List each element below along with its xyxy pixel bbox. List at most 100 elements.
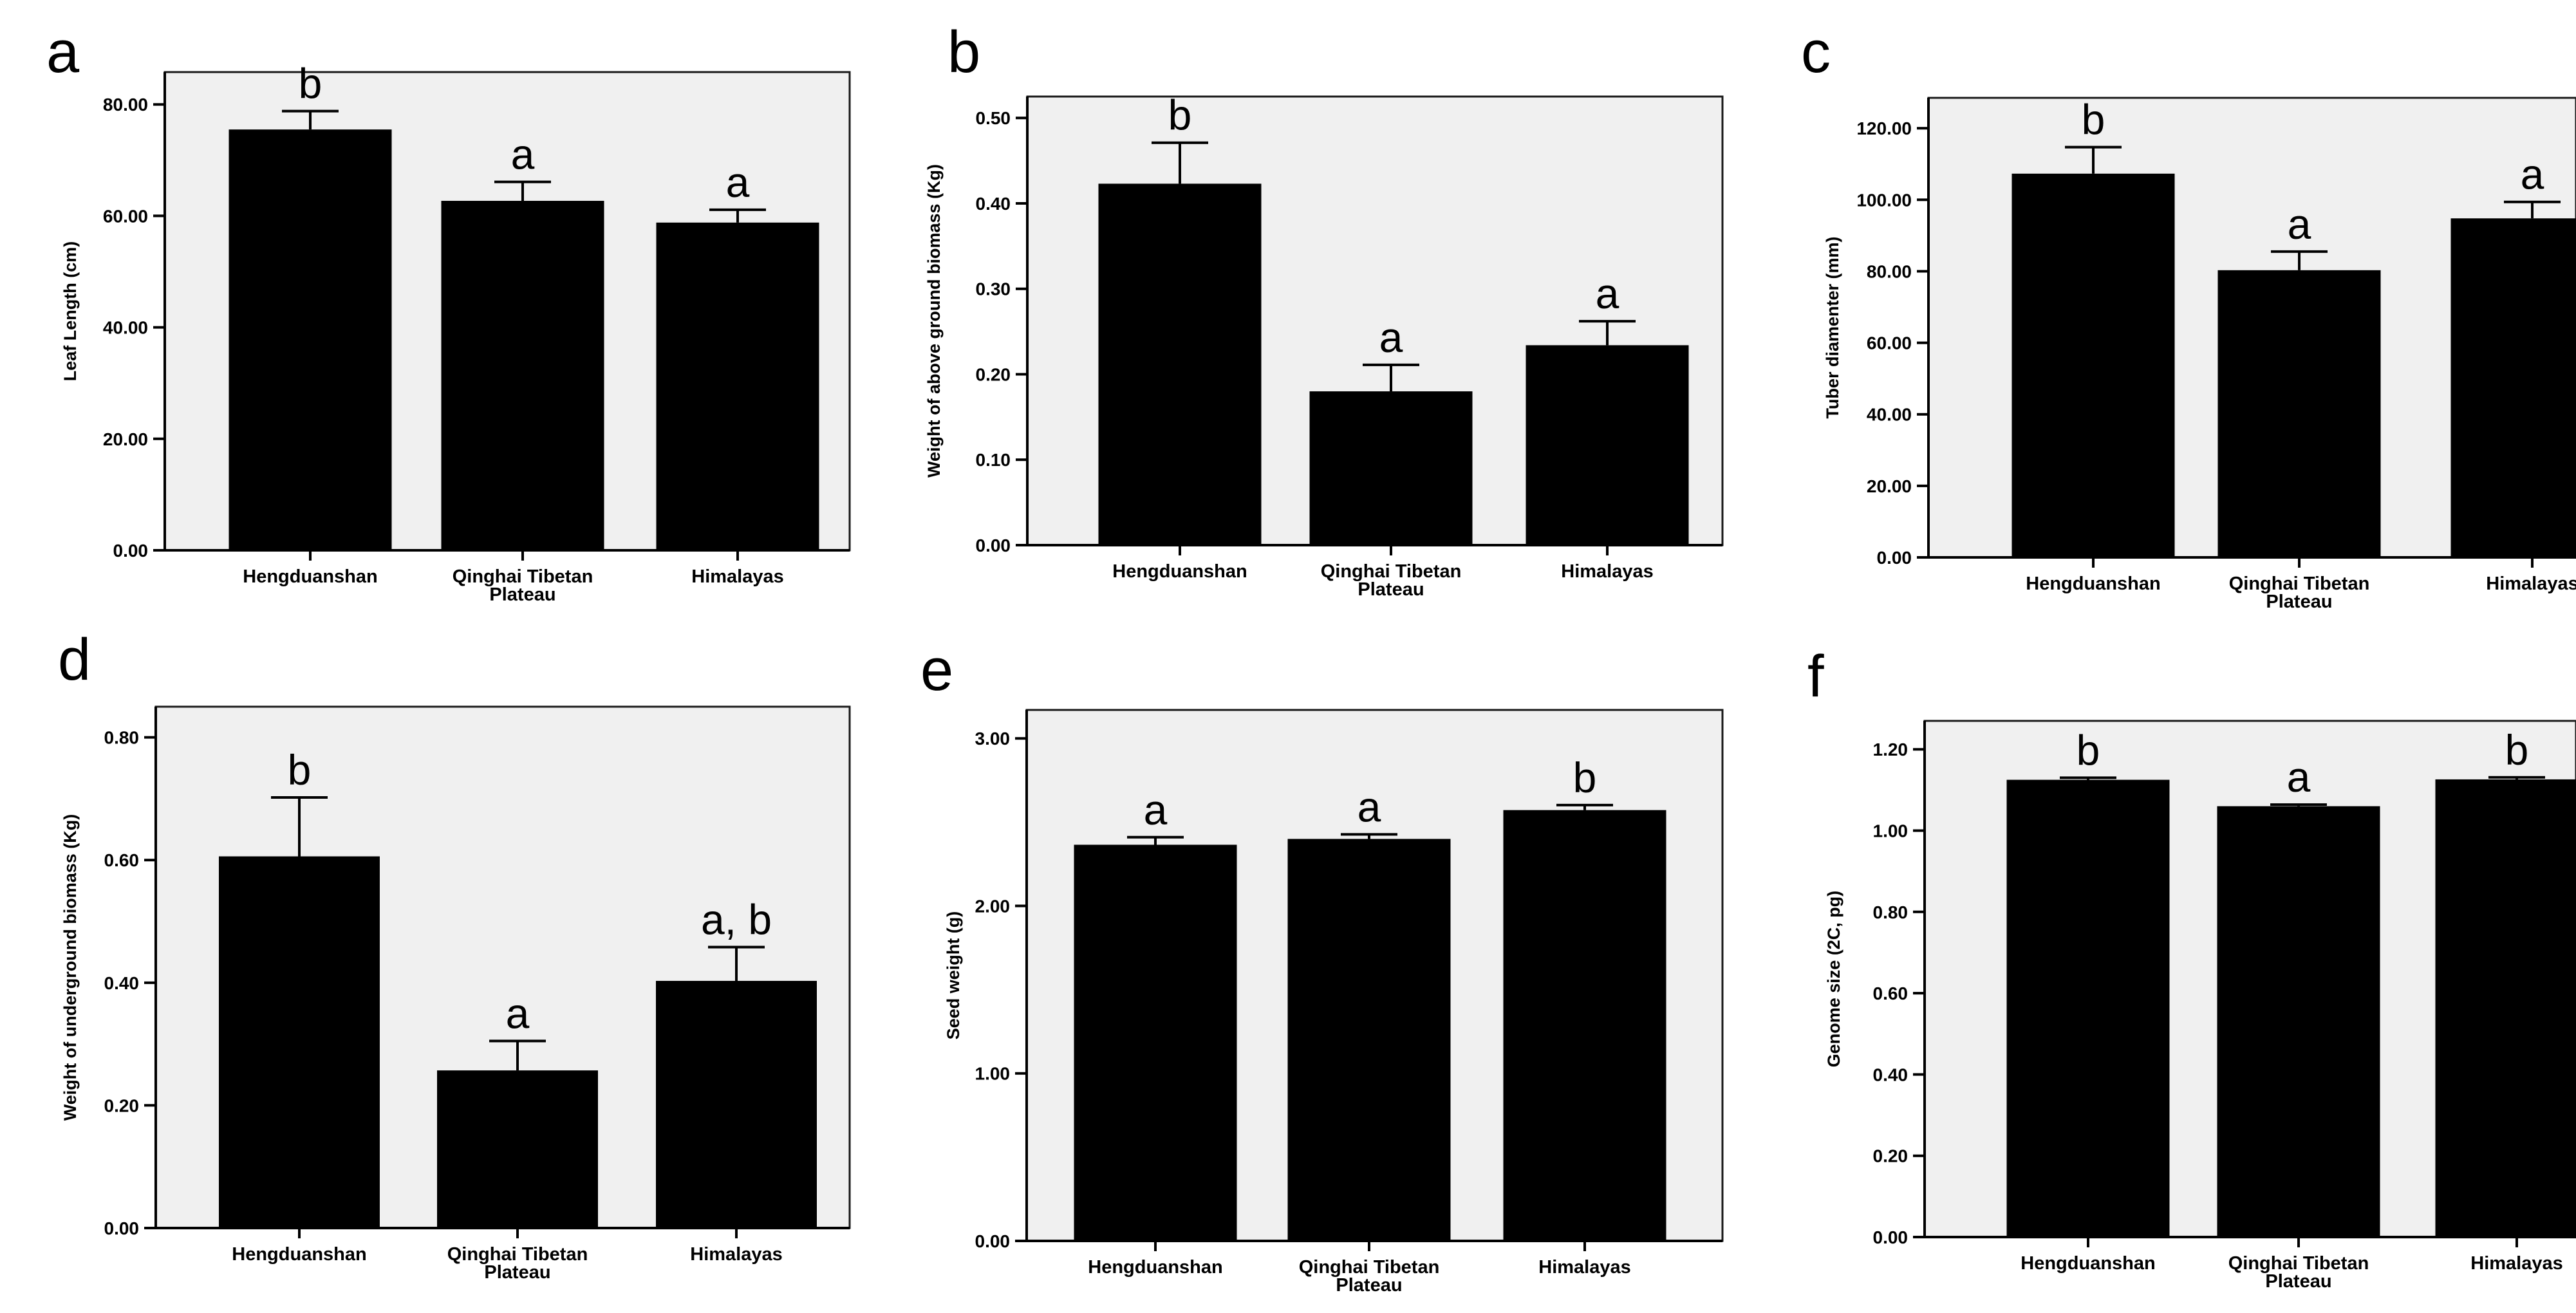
category-label: Hengduanshan xyxy=(232,1244,366,1265)
significance-label: a xyxy=(2521,151,2544,198)
y-tick-label: 40.00 xyxy=(1867,405,1912,425)
significance-label: a xyxy=(2288,200,2311,248)
category-label: Himalayas xyxy=(691,566,784,587)
y-tick-label: 100.00 xyxy=(1856,190,1912,210)
panel-b: b 0.00 0.10 0.20 0.30 0.40 0.50 Weight of above… xyxy=(924,19,1724,600)
y-tick-label: 1.00 xyxy=(1873,821,1909,841)
y-tick-label: 0.80 xyxy=(104,728,140,748)
y-tick-label: 0.00 xyxy=(104,1218,140,1238)
y-tick-label: 40.00 xyxy=(103,318,148,338)
panel-letter: e xyxy=(920,637,953,703)
y-tick-label: 0.20 xyxy=(1873,1146,1909,1166)
panel-letter: d xyxy=(58,627,91,693)
y-tick-label: 0.60 xyxy=(1873,983,1909,1003)
significance-label: b xyxy=(1168,91,1192,139)
panel-f: f 0.00 0.20 0.40 0.60 0.80 1.00 1.20 Genome size… xyxy=(1807,644,2576,1292)
y-tick-label: 0.40 xyxy=(1873,1065,1909,1085)
y-tick-label: 0.00 xyxy=(1873,1227,1909,1247)
panel-letter: f xyxy=(1807,644,1824,709)
significance-label: a xyxy=(1144,786,1168,833)
y-tick-label: 0.50 xyxy=(976,108,1011,128)
category-label: Hengduanshan xyxy=(2026,573,2160,594)
significance-label: b xyxy=(288,746,312,794)
y-axis-label: Weight of above ground biomass (Kg) xyxy=(924,164,944,478)
panel-letter: b xyxy=(947,19,980,85)
category-label: Himalayas xyxy=(690,1244,783,1265)
y-tick-label: 0.00 xyxy=(113,541,149,561)
bar xyxy=(1098,183,1262,546)
category-label: Plateau xyxy=(2265,1271,2331,1292)
category-label: Qinghai Tibetan xyxy=(447,1244,588,1265)
category-label: Plateau xyxy=(489,584,555,605)
significance-label: b xyxy=(2505,726,2529,774)
y-tick-label: 0.20 xyxy=(976,364,1011,384)
y-tick-label: 0.10 xyxy=(976,450,1011,470)
panel-letter: a xyxy=(46,19,80,85)
bar xyxy=(656,222,819,550)
significance-label: b xyxy=(1573,754,1597,801)
y-tick-label: 0.60 xyxy=(104,850,140,870)
category-label: Plateau xyxy=(1358,579,1424,600)
bar xyxy=(2011,173,2175,557)
y-tick-label: 120.00 xyxy=(1856,118,1912,138)
bar xyxy=(1309,391,1473,545)
bar xyxy=(1287,839,1451,1241)
category-label: Hengduanshan xyxy=(243,566,377,587)
category-label: Qinghai Tibetan xyxy=(1321,561,1462,582)
y-tick-label: 80.00 xyxy=(1867,261,1912,281)
category-label: Qinghai Tibetan xyxy=(453,566,593,587)
significance-label: a xyxy=(1379,313,1403,361)
y-tick-label: 0.80 xyxy=(1873,902,1909,922)
y-axis-label: Seed weight (g) xyxy=(944,911,963,1040)
y-tick-label: 0.00 xyxy=(975,1231,1011,1251)
y-axis-label: Weight of underground biomass (Kg) xyxy=(61,814,80,1121)
category-label: Himalayas xyxy=(2470,1253,2563,1274)
y-tick-label: 20.00 xyxy=(1867,476,1912,496)
category-label: Hengduanshan xyxy=(2021,1253,2155,1274)
bar xyxy=(437,1070,598,1228)
significance-label: a, b xyxy=(701,896,772,944)
bar xyxy=(2217,270,2381,557)
y-tick-label: 2.00 xyxy=(975,896,1011,916)
significance-label: b xyxy=(2082,96,2105,144)
significance-label: b xyxy=(299,60,322,107)
y-tick-label: 0.40 xyxy=(104,973,140,993)
category-label: Hengduanshan xyxy=(1088,1257,1222,1278)
significance-label: a xyxy=(506,989,530,1037)
significance-label: a xyxy=(511,131,535,178)
category-label: Hengduanshan xyxy=(1112,561,1247,582)
panel-d: d 0.00 0.20 0.40 0.60 0.80 Weight of undergrou… xyxy=(58,627,851,1283)
y-axis-label: Tuber diamenter (mm) xyxy=(1823,236,1842,418)
panel-c: c 0.00 20.00 40.00 60.00 80.00 100.00 120.00 Tub… xyxy=(1801,19,2576,612)
y-axis-label: Genome size (2C, pg) xyxy=(1824,891,1843,1068)
category-label: Qinghai Tibetan xyxy=(2229,573,2370,594)
bar xyxy=(229,129,392,550)
significance-label: a xyxy=(2287,753,2311,801)
panel-a: a 0.00 20.00 40.00 60.00 80.00 Leaf Length (cm… xyxy=(46,19,851,605)
category-label: Himalayas xyxy=(1538,1257,1631,1278)
category-label: Qinghai Tibetan xyxy=(1299,1257,1440,1278)
y-tick-label: 60.00 xyxy=(103,206,148,226)
y-tick-label: 0.00 xyxy=(976,535,1011,555)
category-label: Qinghai Tibetan xyxy=(2228,1253,2369,1274)
significance-label: a xyxy=(1358,783,1381,830)
y-tick-label: 0.40 xyxy=(976,194,1011,214)
bar xyxy=(2217,806,2380,1237)
y-tick-label: 60.00 xyxy=(1867,333,1912,353)
category-label: Plateau xyxy=(1336,1275,1402,1296)
y-tick-label: 0.20 xyxy=(104,1095,140,1115)
panel-e: e 0.00 1.00 2.00 3.00 Seed weight (g) a Hengdua… xyxy=(920,637,1724,1296)
bar xyxy=(1074,844,1237,1241)
panel-letter: c xyxy=(1801,19,1831,85)
y-tick-label: 0.30 xyxy=(976,279,1011,299)
significance-label: a xyxy=(726,158,750,206)
bar xyxy=(2006,779,2170,1237)
bar xyxy=(1503,810,1666,1241)
y-tick-label: 1.00 xyxy=(975,1064,1011,1084)
y-tick-label: 3.00 xyxy=(975,729,1011,749)
significance-label: a xyxy=(1596,270,1619,317)
category-label: Plateau xyxy=(2266,591,2332,612)
bar xyxy=(219,856,380,1228)
bar xyxy=(441,201,604,550)
